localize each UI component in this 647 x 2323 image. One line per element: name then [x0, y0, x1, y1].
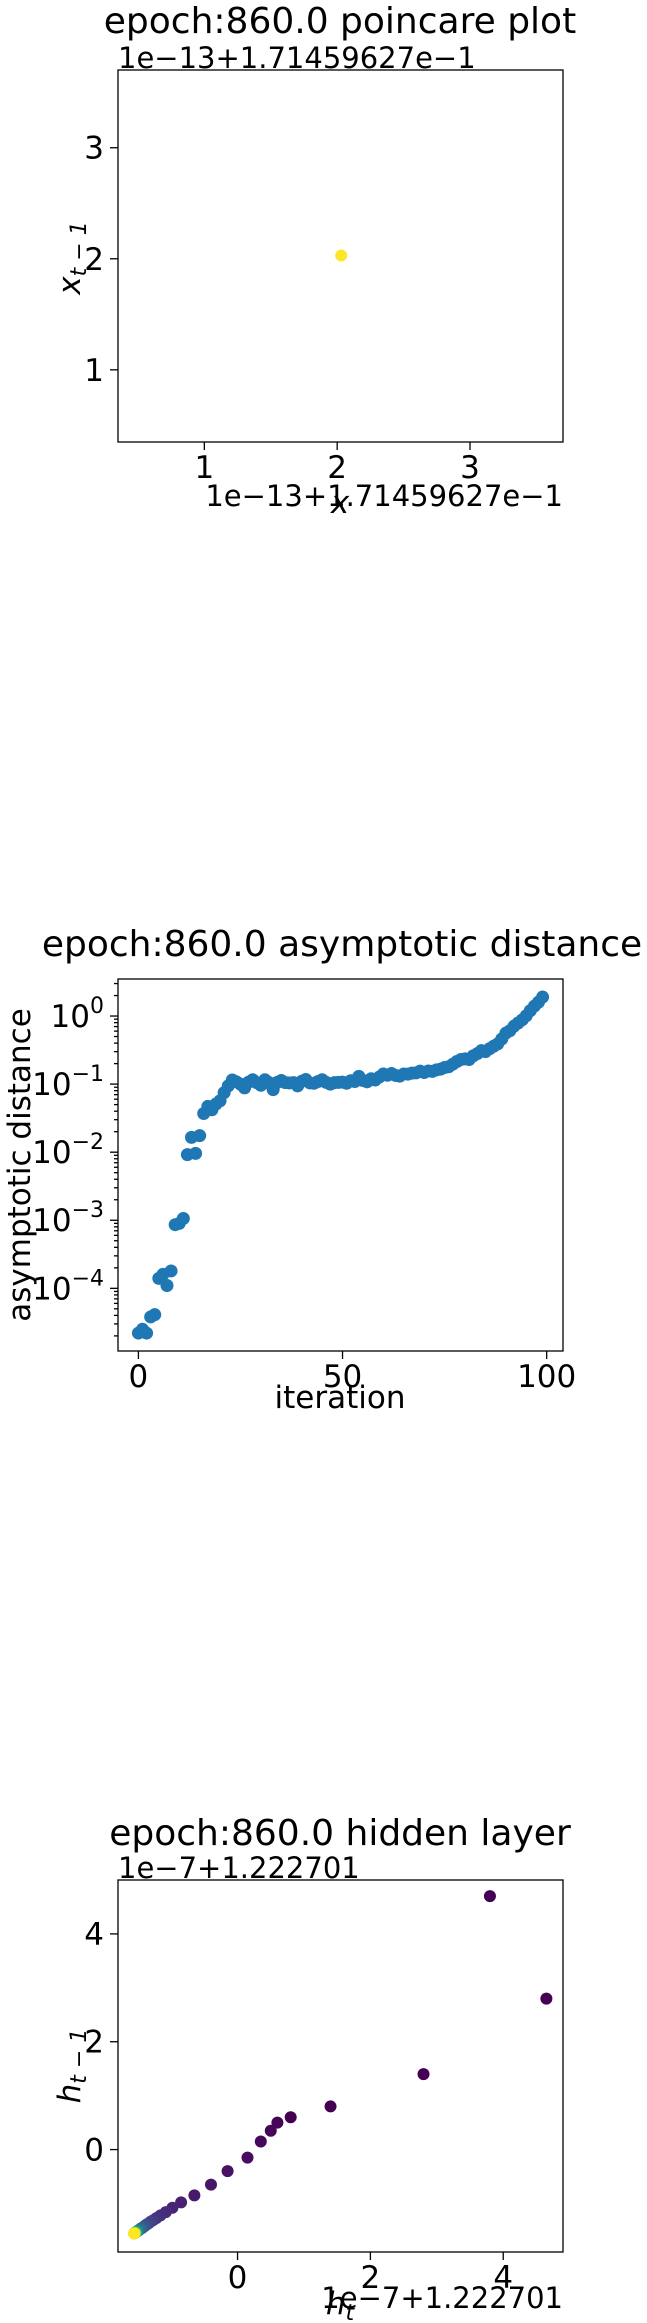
y-tick-label: 1 [84, 353, 104, 389]
x-tick-label: 100 [517, 1359, 576, 1395]
data-point [160, 1279, 174, 1293]
x-tick-label: 0 [228, 2260, 248, 2296]
y-tick-label: 4 [84, 1917, 104, 1953]
x-offset-text: 1e−7+1.222701 [321, 2281, 563, 2315]
data-point [540, 1992, 553, 2005]
x-tick-label: 0 [129, 1359, 149, 1395]
hidden-layer-chart: epoch:860.0 hidden layer 1e−7+1.222701 0… [52, 1813, 571, 2323]
data-point [417, 2068, 430, 2081]
x-tick-label: 50 [323, 1359, 362, 1395]
x-axis-label: x [330, 485, 350, 521]
data-point [483, 1890, 496, 1903]
data-point [264, 2124, 277, 2137]
x-ticks: 1 2 3 [194, 442, 480, 486]
y-tick-label: 2 [84, 242, 104, 278]
data-point [175, 2196, 188, 2209]
x-tick-label: 2 [327, 450, 347, 486]
data-point [204, 2178, 217, 2191]
y-axis-label: asymptotic distance [2, 1008, 38, 1322]
data-point [536, 990, 550, 1004]
y-tick-label: 10−1 [32, 1062, 104, 1103]
data-point [193, 1129, 207, 1143]
plot-frame [117, 1879, 564, 2253]
y-ticks: 0 2 4 [84, 1917, 118, 2169]
data-point [140, 1326, 154, 1340]
y-axis-label: xt − 1 [52, 221, 92, 295]
plot-frame [117, 69, 564, 443]
data-point [241, 2151, 254, 2164]
x-tick-label: 2 [361, 2260, 381, 2296]
y-tick-label: 2 [84, 2025, 104, 2061]
y-tick-label: 100 [51, 994, 104, 1035]
x-offset-text: 1e−13+1.71459627e−1 [205, 479, 563, 513]
poincare-plot-chart: epoch:860.0 poincare plot 1e−13+1.714596… [52, 1, 576, 521]
y-tick-label: 3 [84, 131, 104, 167]
y-tick-label: 10−2 [32, 1130, 104, 1171]
data-point [254, 2135, 267, 2148]
x-axis-label: iteration [275, 1380, 406, 1416]
x-tick-label: 1 [194, 450, 214, 486]
chart-title: epoch:860.0 asymptotic distance [42, 924, 642, 965]
data-point [164, 1264, 178, 1278]
data-point [148, 1308, 162, 1322]
x-tick-label: 4 [493, 2260, 513, 2296]
asymptotic-distance-chart: epoch:860.0 asymptotic distance 0 50 100 1… [2, 924, 642, 1416]
data-point [335, 249, 348, 262]
data-point [188, 2189, 201, 2202]
y-axis-label: ht − 1 [52, 2029, 92, 2104]
y-tick-label: 10−3 [32, 1198, 104, 1239]
y-offset-text: 1e−13+1.71459627e−1 [118, 41, 476, 75]
x-ticks: 0 2 4 [228, 2252, 513, 2296]
x-tick-label: 3 [460, 450, 480, 486]
y-tick-label: 10−4 [32, 1266, 104, 1307]
data-point [271, 2116, 284, 2129]
data-point [189, 1146, 203, 1160]
data-point [128, 2227, 141, 2240]
data-point [221, 2165, 234, 2178]
data-point [284, 2111, 297, 2124]
data-points [335, 249, 348, 262]
y-tick-label: 0 [84, 2133, 104, 2169]
data-points [131, 990, 550, 1340]
chart-title: epoch:860.0 hidden layer [109, 1813, 571, 1854]
data-point [324, 2100, 337, 2113]
data-point [176, 1212, 190, 1226]
x-ticks: 0 50 100 [129, 1351, 576, 1395]
y-ticks: 10−4 10−3 10−2 10−1 100 [32, 982, 118, 1337]
y-offset-text: 1e−7+1.222701 [118, 1851, 360, 1885]
data-points [128, 1890, 553, 2240]
y-ticks: 1 2 3 [84, 131, 118, 389]
plot-frame [117, 978, 564, 1352]
chart-title: epoch:860.0 poincare plot [104, 1, 576, 42]
